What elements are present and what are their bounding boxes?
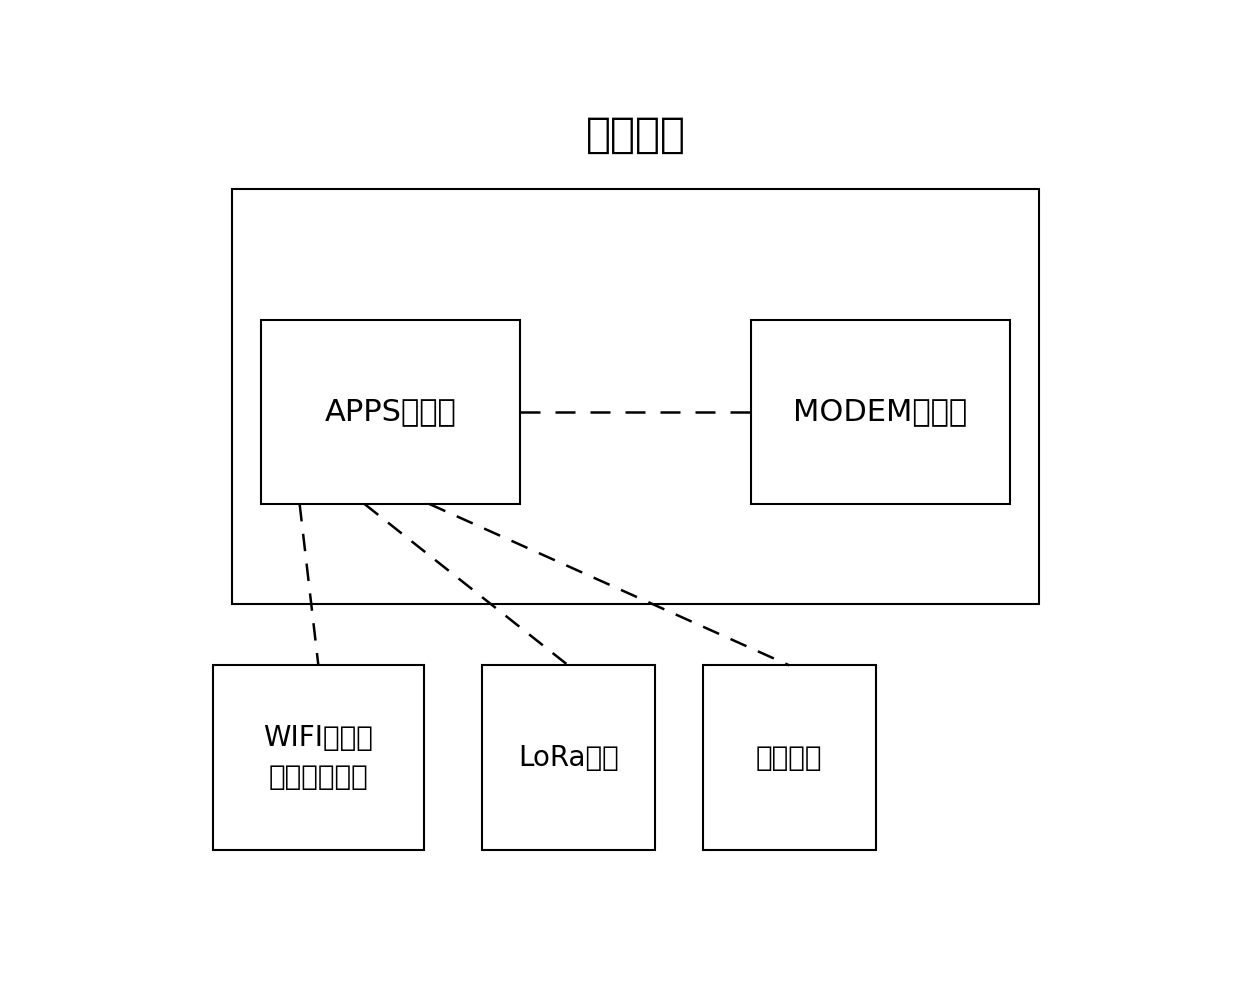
Text: 电源模块: 电源模块: [756, 744, 822, 771]
Text: LoRa模块: LoRa模块: [518, 744, 619, 771]
Bar: [232, 189, 1039, 604]
Bar: [703, 666, 875, 850]
Bar: [213, 666, 424, 850]
Text: WIFI模块或
以太网口模块: WIFI模块或 以太网口模块: [263, 725, 373, 791]
Bar: [260, 319, 521, 504]
Text: 基带芯片: 基带芯片: [585, 114, 686, 156]
Text: MODEM处理器: MODEM处理器: [794, 397, 967, 426]
Bar: [751, 319, 1011, 504]
Bar: [481, 666, 655, 850]
Text: APPS处理器: APPS处理器: [325, 397, 456, 426]
